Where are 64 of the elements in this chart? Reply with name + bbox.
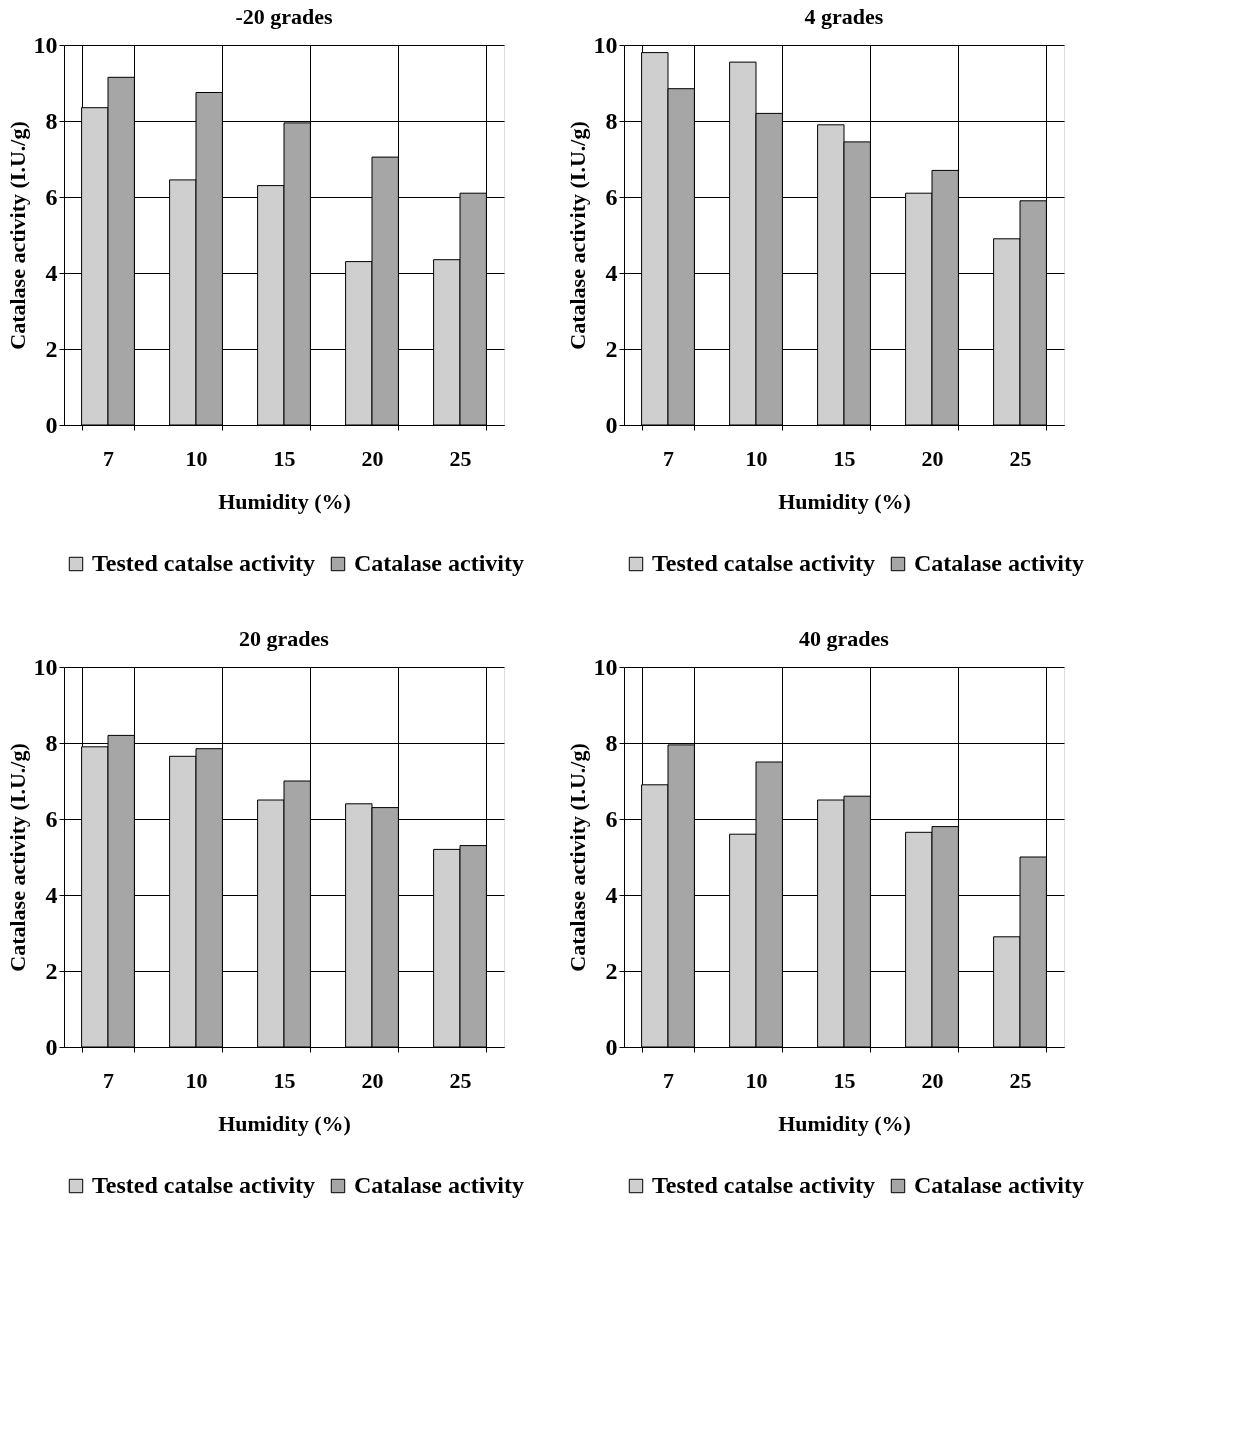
legend-label: Catalase activity	[354, 1172, 524, 1198]
x-tick-label: 15	[833, 1067, 856, 1093]
y-tick-label: 8	[605, 107, 618, 134]
x-tick-label: 20	[921, 1067, 944, 1093]
y-tick-label: 2	[45, 335, 58, 362]
y-tick-label: 10	[593, 31, 618, 58]
x-tick-label: 25	[1009, 1067, 1032, 1093]
x-tick-label: 20	[361, 445, 384, 471]
y-tick-label: 6	[605, 805, 618, 832]
legend-label: Tested catalse activity	[652, 1172, 876, 1198]
y-tick-label: 2	[605, 335, 618, 362]
legend-label: Tested catalse activity	[652, 550, 876, 576]
y-tick-label: 8	[45, 729, 58, 756]
y-tick-label: 6	[45, 805, 58, 832]
x-axis-title: Humidity (%)	[778, 488, 911, 514]
chart-title: 40 grades	[799, 626, 890, 651]
y-tick-label: 6	[45, 183, 58, 210]
y-tick-label: 8	[45, 107, 58, 134]
legend-label: Catalase activity	[354, 550, 524, 576]
chart-title: 4 grades	[804, 4, 884, 29]
y-tick-label: 4	[605, 259, 618, 286]
y-tick-label: 10	[593, 653, 618, 680]
y-axis-title: Catalase activity (I.U./g)	[564, 121, 590, 350]
y-axis-title: Catalase activity (I.U./g)	[564, 743, 590, 972]
y-tick-label: 8	[605, 729, 618, 756]
legend-label: Catalase activity	[914, 550, 1084, 576]
legend-label: Tested catalse activity	[92, 550, 316, 576]
y-tick-label: 0	[45, 411, 58, 438]
x-tick-label: 25	[449, 1067, 472, 1093]
legend-label: Catalase activity	[914, 1172, 1084, 1198]
x-tick-label: 7	[663, 445, 674, 471]
y-tick-label: 0	[45, 1033, 58, 1060]
y-tick-label: 4	[45, 259, 58, 286]
chart-title: 20 grades	[239, 626, 330, 651]
x-tick-label: 25	[449, 445, 472, 471]
y-axis-title: Catalase activity (I.U./g)	[4, 121, 30, 350]
x-axis-title: Humidity (%)	[218, 488, 351, 514]
x-tick-label: 20	[361, 1067, 384, 1093]
y-tick-label: 2	[605, 957, 618, 984]
x-tick-label: 10	[745, 1067, 768, 1093]
x-tick-label: 15	[273, 1067, 296, 1093]
x-axis-title: Humidity (%)	[778, 1110, 911, 1136]
y-tick-label: 0	[605, 1033, 618, 1060]
y-tick-label: 10	[33, 31, 58, 58]
x-tick-label: 15	[273, 445, 296, 471]
x-tick-label: 10	[745, 445, 768, 471]
y-tick-label: 2	[45, 957, 58, 984]
legend-label: Tested catalse activity	[92, 1172, 316, 1198]
chart-title: -20 grades	[235, 4, 334, 29]
y-tick-label: 4	[605, 881, 618, 908]
y-axis-title: Catalase activity (I.U./g)	[4, 743, 30, 972]
y-tick-label: 6	[605, 183, 618, 210]
y-tick-label: 0	[605, 411, 618, 438]
x-tick-label: 15	[833, 445, 856, 471]
x-tick-label: 7	[103, 1067, 114, 1093]
y-tick-label: 10	[33, 653, 58, 680]
x-tick-label: 10	[185, 445, 208, 471]
x-tick-label: 20	[921, 445, 944, 471]
x-tick-label: 7	[103, 445, 114, 471]
x-tick-label: 7	[663, 1067, 674, 1093]
x-tick-label: 10	[185, 1067, 208, 1093]
x-tick-label: 25	[1009, 445, 1032, 471]
y-tick-label: 4	[45, 881, 58, 908]
x-axis-title: Humidity (%)	[218, 1110, 351, 1136]
